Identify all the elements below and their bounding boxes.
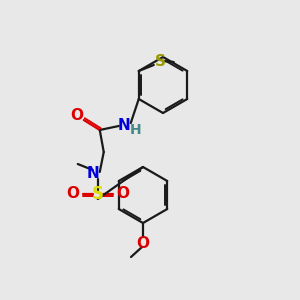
Text: N: N — [86, 166, 99, 181]
Text: S: S — [92, 185, 104, 203]
Text: O: O — [66, 187, 79, 202]
Text: O: O — [136, 236, 149, 250]
Text: N: N — [117, 118, 130, 134]
Text: O: O — [70, 107, 83, 122]
Text: S: S — [155, 55, 166, 70]
Text: O: O — [116, 187, 129, 202]
Text: H: H — [130, 123, 142, 137]
